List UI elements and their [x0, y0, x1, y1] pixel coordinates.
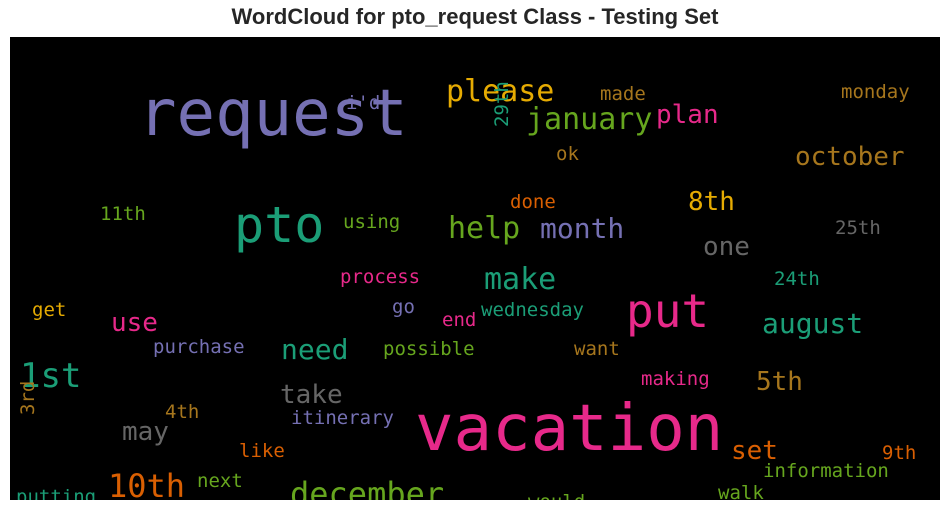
word-3rd: 3rd [17, 381, 39, 415]
word-8th: 8th [688, 187, 735, 217]
word-29th: 29th [491, 81, 513, 127]
word-plan: plan [656, 100, 719, 130]
word-putting: putting [16, 486, 96, 500]
word-made: made [600, 83, 646, 105]
word-25th: 25th [835, 217, 881, 239]
word-want: want [574, 338, 620, 360]
word-help: help [448, 211, 520, 246]
word-may: may [122, 417, 169, 447]
word-pto: pto [234, 196, 324, 254]
word-24th: 24th [774, 268, 820, 290]
word-monday: monday [841, 81, 910, 103]
word-month: month [540, 212, 624, 245]
word-december: december [290, 475, 444, 500]
word-information: information [763, 460, 889, 482]
word-make: make [484, 262, 556, 297]
word-september: september [566, 498, 707, 500]
word-like: like [239, 440, 285, 462]
word-making: making [641, 368, 710, 390]
word-put: put [626, 284, 709, 338]
word-id: i'd [346, 92, 380, 114]
word-would: would [528, 491, 585, 500]
word-purchase: purchase [153, 336, 245, 358]
word-take: take [280, 380, 343, 410]
word-using: using [343, 211, 400, 233]
word-vacation: vacation [415, 392, 723, 466]
word-next: next [197, 470, 243, 492]
word-request: request [138, 77, 408, 151]
word-walk: walk [718, 482, 764, 500]
word-ok: ok [556, 143, 579, 165]
word-11th: 11th [100, 203, 146, 225]
word-done: done [510, 191, 556, 213]
word-go: go [392, 296, 415, 318]
word-august: august [762, 307, 863, 340]
chart-title: WordCloud for pto_request Class - Testin… [231, 4, 719, 29]
word-please: please [446, 74, 554, 109]
word-1st: 1st [20, 356, 81, 396]
wordcloud-canvas: request vacation pto put please january plan ma… [10, 37, 940, 500]
word-use: use [111, 308, 158, 338]
word-get: get [32, 299, 66, 321]
word-itinerary: itinerary [291, 407, 394, 429]
word-10th: 10th [108, 467, 185, 500]
word-4th: 4th [165, 401, 199, 423]
word-5th: 5th [756, 367, 803, 397]
word-one: one [703, 232, 750, 262]
word-9th: 9th [882, 442, 916, 464]
word-october: october [795, 142, 905, 172]
word-need: need [281, 333, 348, 366]
word-end: end [442, 309, 476, 331]
word-january: january [526, 102, 652, 137]
word-possible: possible [383, 338, 475, 360]
word-wednesday: wednesday [481, 299, 584, 321]
word-set: set [731, 436, 778, 466]
word-process: process [340, 266, 420, 288]
